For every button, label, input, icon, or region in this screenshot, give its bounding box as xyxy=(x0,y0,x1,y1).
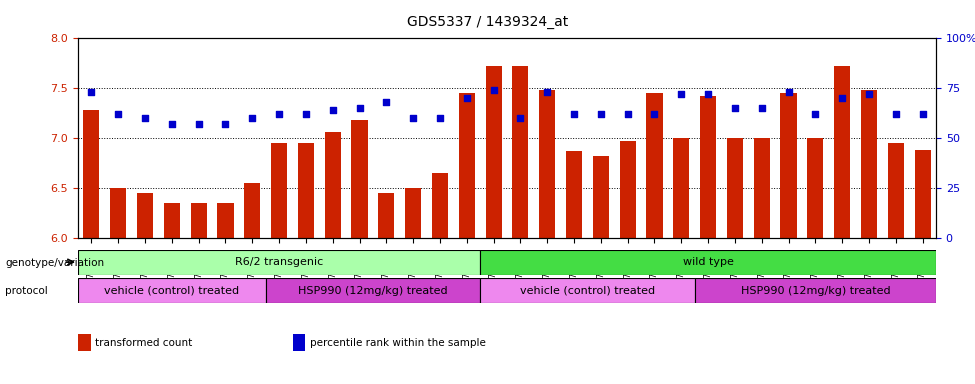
Bar xyxy=(513,66,528,238)
Point xyxy=(727,105,743,111)
Bar xyxy=(244,183,260,238)
Point xyxy=(754,105,769,111)
Point xyxy=(674,91,689,98)
Bar xyxy=(458,93,475,238)
Point xyxy=(84,89,99,95)
Bar xyxy=(539,90,556,238)
Point xyxy=(700,91,716,98)
Text: genotype/variation: genotype/variation xyxy=(5,258,104,268)
FancyBboxPatch shape xyxy=(480,278,694,303)
Point xyxy=(298,111,314,118)
FancyBboxPatch shape xyxy=(265,278,480,303)
Bar xyxy=(191,203,207,238)
Point xyxy=(861,91,877,98)
Point xyxy=(217,121,233,127)
Bar xyxy=(271,143,287,238)
Bar xyxy=(486,66,501,238)
Bar xyxy=(298,143,314,238)
Text: HSP990 (12mg/kg) treated: HSP990 (12mg/kg) treated xyxy=(741,286,890,296)
Text: percentile rank within the sample: percentile rank within the sample xyxy=(310,338,486,348)
Bar xyxy=(807,138,823,238)
Bar xyxy=(593,156,608,238)
Text: protocol: protocol xyxy=(5,286,48,296)
Bar xyxy=(726,138,743,238)
Point xyxy=(513,115,528,121)
Point xyxy=(164,121,179,127)
Bar xyxy=(887,143,904,238)
Bar xyxy=(217,203,234,238)
Bar xyxy=(915,150,930,238)
Bar xyxy=(861,90,878,238)
FancyBboxPatch shape xyxy=(78,278,265,303)
Point xyxy=(378,99,394,105)
Point xyxy=(137,115,153,121)
Point xyxy=(406,115,421,121)
Text: vehicle (control) treated: vehicle (control) treated xyxy=(520,286,655,296)
Text: GDS5337 / 1439324_at: GDS5337 / 1439324_at xyxy=(407,15,568,29)
Point xyxy=(646,111,662,118)
Text: HSP990 (12mg/kg) treated: HSP990 (12mg/kg) treated xyxy=(298,286,448,296)
Bar xyxy=(136,193,153,238)
Bar xyxy=(780,93,797,238)
Point xyxy=(915,111,930,118)
Bar xyxy=(83,110,99,238)
Bar xyxy=(834,66,850,238)
Point xyxy=(245,115,260,121)
Bar xyxy=(378,193,394,238)
Bar xyxy=(620,141,636,238)
Bar xyxy=(406,188,421,238)
Point xyxy=(271,111,287,118)
Point xyxy=(807,111,823,118)
Point xyxy=(432,115,448,121)
Bar xyxy=(351,120,368,238)
Point xyxy=(566,111,582,118)
Bar xyxy=(754,138,770,238)
Bar xyxy=(292,334,305,351)
Point xyxy=(620,111,636,118)
Point xyxy=(486,87,501,93)
Bar xyxy=(566,151,582,238)
Point xyxy=(781,89,797,95)
Point xyxy=(888,111,904,118)
Bar xyxy=(164,203,180,238)
Bar xyxy=(110,188,127,238)
Text: R6/2 transgenic: R6/2 transgenic xyxy=(235,257,324,267)
Point xyxy=(110,111,126,118)
Bar xyxy=(700,96,716,238)
Point xyxy=(539,89,555,95)
Bar xyxy=(432,173,448,238)
Bar xyxy=(673,138,689,238)
FancyBboxPatch shape xyxy=(78,250,480,275)
Text: vehicle (control) treated: vehicle (control) treated xyxy=(104,286,240,296)
Point xyxy=(835,95,850,101)
Text: transformed count: transformed count xyxy=(96,338,192,348)
Bar xyxy=(78,334,91,351)
Point xyxy=(191,121,207,127)
Point xyxy=(325,107,340,113)
Bar xyxy=(646,93,663,238)
Point xyxy=(593,111,608,118)
Bar xyxy=(325,132,340,238)
Text: wild type: wild type xyxy=(682,257,733,267)
Point xyxy=(459,95,475,101)
Point xyxy=(352,105,368,111)
FancyBboxPatch shape xyxy=(694,278,936,303)
FancyBboxPatch shape xyxy=(480,250,936,275)
